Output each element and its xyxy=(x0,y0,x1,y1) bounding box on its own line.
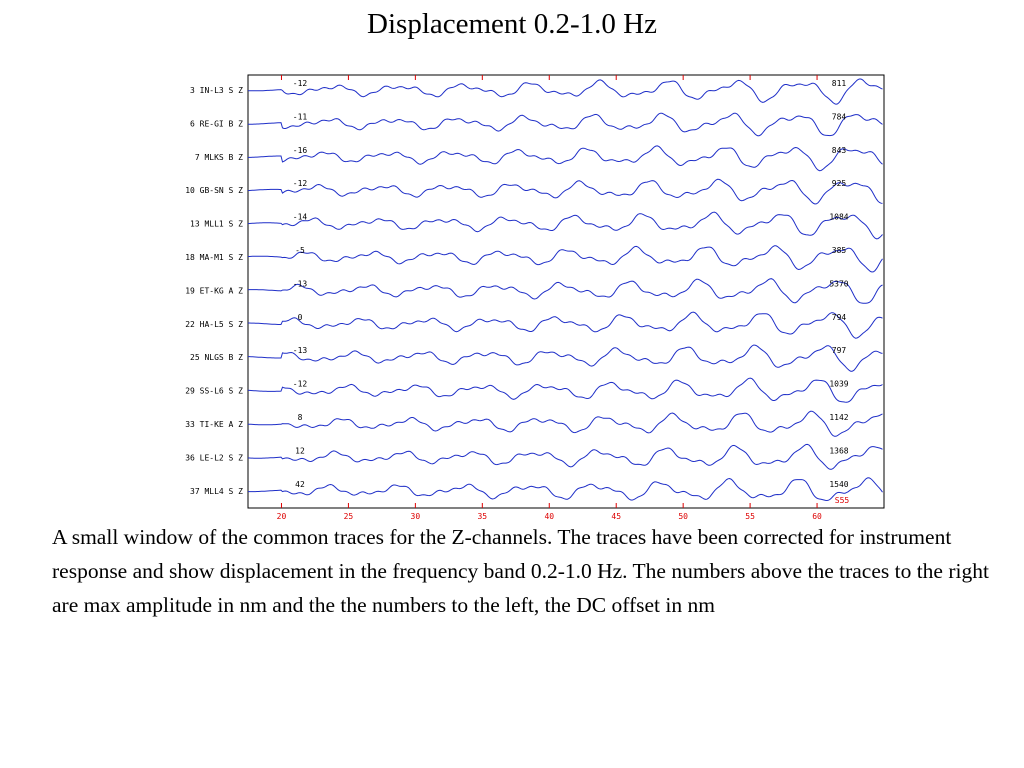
dc-offset-label: -13 xyxy=(293,346,308,355)
dc-offset-label: 42 xyxy=(295,480,305,489)
x-tick-label: 45 xyxy=(611,512,621,521)
dc-offset-label: -14 xyxy=(293,213,308,222)
x-tick-label: 50 xyxy=(678,512,688,521)
seismic-trace xyxy=(247,410,883,437)
max-amplitude-label: 5370 xyxy=(829,279,848,288)
dc-offset-label: -5 xyxy=(295,246,305,255)
trace-label: 18 MA-M1 S Z xyxy=(185,253,243,262)
max-amplitude-label: 1084 xyxy=(829,213,848,222)
x-tick-label: 60 xyxy=(812,512,822,521)
seismic-trace xyxy=(248,245,883,273)
trace-label: 13 MLL1 S Z xyxy=(190,220,243,229)
dc-offset-label: -12 xyxy=(293,79,308,88)
caption-text: A small window of the common traces for … xyxy=(52,525,989,617)
dc-offset-label: -12 xyxy=(293,179,308,188)
dc-offset-label: -11 xyxy=(293,112,308,121)
trace-label: 10 GB-SN S Z xyxy=(185,186,243,195)
dc-offset-label: -13 xyxy=(293,279,308,288)
max-amplitude-label: 1540 xyxy=(829,480,848,489)
max-amplitude-label: 1039 xyxy=(829,380,848,389)
dc-offset-label: 12 xyxy=(295,446,305,455)
max-amplitude-label: 1142 xyxy=(829,413,848,422)
seismic-trace xyxy=(247,145,883,172)
x-tick-label: 35 xyxy=(477,512,487,521)
dc-offset-label: 0 xyxy=(298,313,303,322)
dc-offset-label: -16 xyxy=(293,146,308,155)
max-amplitude-label: 797 xyxy=(832,346,847,355)
seismic-trace xyxy=(247,211,883,240)
plot-frame xyxy=(247,74,885,509)
max-amplitude-label: 925 xyxy=(832,179,847,188)
x-tick-label: 30 xyxy=(411,512,421,521)
seismic-trace xyxy=(248,477,883,502)
trace-label: 6 RE-GI B Z xyxy=(190,119,243,128)
trace-label: 19 ET-KG A Z xyxy=(185,286,243,295)
slide-title: Displacement 0.2-1.0 Hz xyxy=(367,8,657,40)
seismic-trace xyxy=(248,311,883,339)
trace-label: 36 LE-L2 S Z xyxy=(185,453,243,462)
trace-label: 33 TI-KE A Z xyxy=(185,420,243,429)
max-amplitude-label: 784 xyxy=(832,112,847,121)
trace-label: 3 IN-L3 S Z xyxy=(190,86,243,95)
seismic-trace xyxy=(247,278,883,304)
dc-offset-label: 8 xyxy=(298,413,303,422)
max-amplitude-label: 385 xyxy=(832,246,847,255)
trace-label: 37 MLL4 S Z xyxy=(190,487,243,496)
trace-label: 29 SS-L6 S Z xyxy=(185,387,243,396)
seismic-trace xyxy=(247,443,883,470)
max-amplitude-label: 811 xyxy=(832,79,847,88)
x-tick-label: 25 xyxy=(344,512,354,521)
x-tick-label: 20 xyxy=(277,512,287,521)
trace-label: 7 MLKS B Z xyxy=(195,153,243,162)
trace-label: 22 HA-L5 S Z xyxy=(185,320,243,329)
seismic-trace xyxy=(248,112,883,137)
max-amplitude-label: 1368 xyxy=(829,446,848,455)
seismic-trace xyxy=(247,178,883,205)
seismic-trace xyxy=(248,344,883,372)
seismic-trace xyxy=(247,377,883,403)
phase-annotation: S55 xyxy=(835,496,850,505)
x-tick-label: 40 xyxy=(544,512,554,521)
seismic-trace xyxy=(248,78,883,105)
x-tick-label: 55 xyxy=(745,512,755,521)
max-amplitude-label: 843 xyxy=(832,146,847,155)
trace-label: 25 NLGS B Z xyxy=(190,353,243,362)
max-amplitude-label: 794 xyxy=(832,313,847,322)
dc-offset-label: -12 xyxy=(293,380,308,389)
